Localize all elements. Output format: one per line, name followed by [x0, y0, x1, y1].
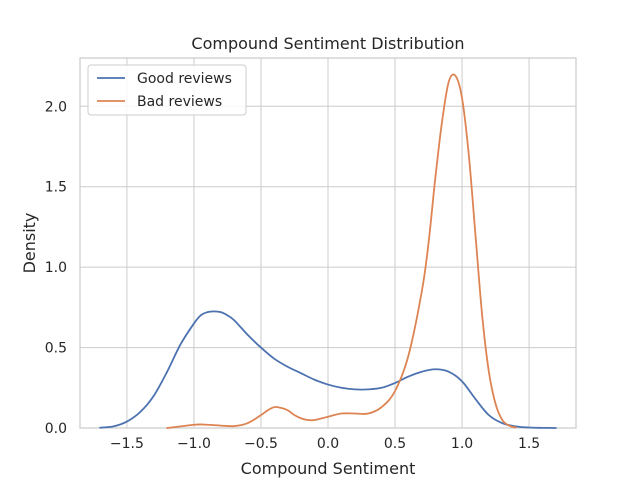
legend: Good reviews Bad reviews [87, 64, 247, 116]
x-tick-label: −0.5 [244, 436, 278, 452]
plot-area-frame [79, 57, 577, 429]
x-axis-label: Compound Sentiment [241, 459, 416, 478]
y-tick-label: 0.0 [45, 421, 67, 437]
legend-label-good-reviews: Good reviews [137, 71, 232, 87]
chart-title: Compound Sentiment Distribution [191, 34, 464, 53]
y-tick-label: 2.0 [45, 99, 67, 115]
series-layer [99, 73, 557, 429]
y-tick-label: 1.5 [45, 180, 67, 196]
x-tick-label: −1.5 [110, 436, 144, 452]
y-tick-label: 0.5 [45, 341, 67, 357]
legend-label-bad-reviews: Bad reviews [137, 94, 222, 110]
x-tick-label: −1.0 [177, 436, 211, 452]
x-tick-label: 0.5 [384, 436, 406, 452]
x-tick-label: 0.0 [317, 436, 339, 452]
x-tick-label: 1.5 [518, 436, 540, 452]
y-axis-label: Density [20, 213, 39, 274]
series-line-bad-reviews [166, 73, 517, 429]
series-line-good-reviews [99, 310, 557, 429]
tick-labels: −1.5 −1.0 −0.5 0.0 0.5 1.0 1.5 0.0 0.5 1.0 1.5 2.0 [45, 99, 540, 452]
x-tick-label: 1.0 [451, 436, 473, 452]
y-tick-label: 1.0 [45, 260, 67, 276]
legend-box [87, 64, 247, 116]
